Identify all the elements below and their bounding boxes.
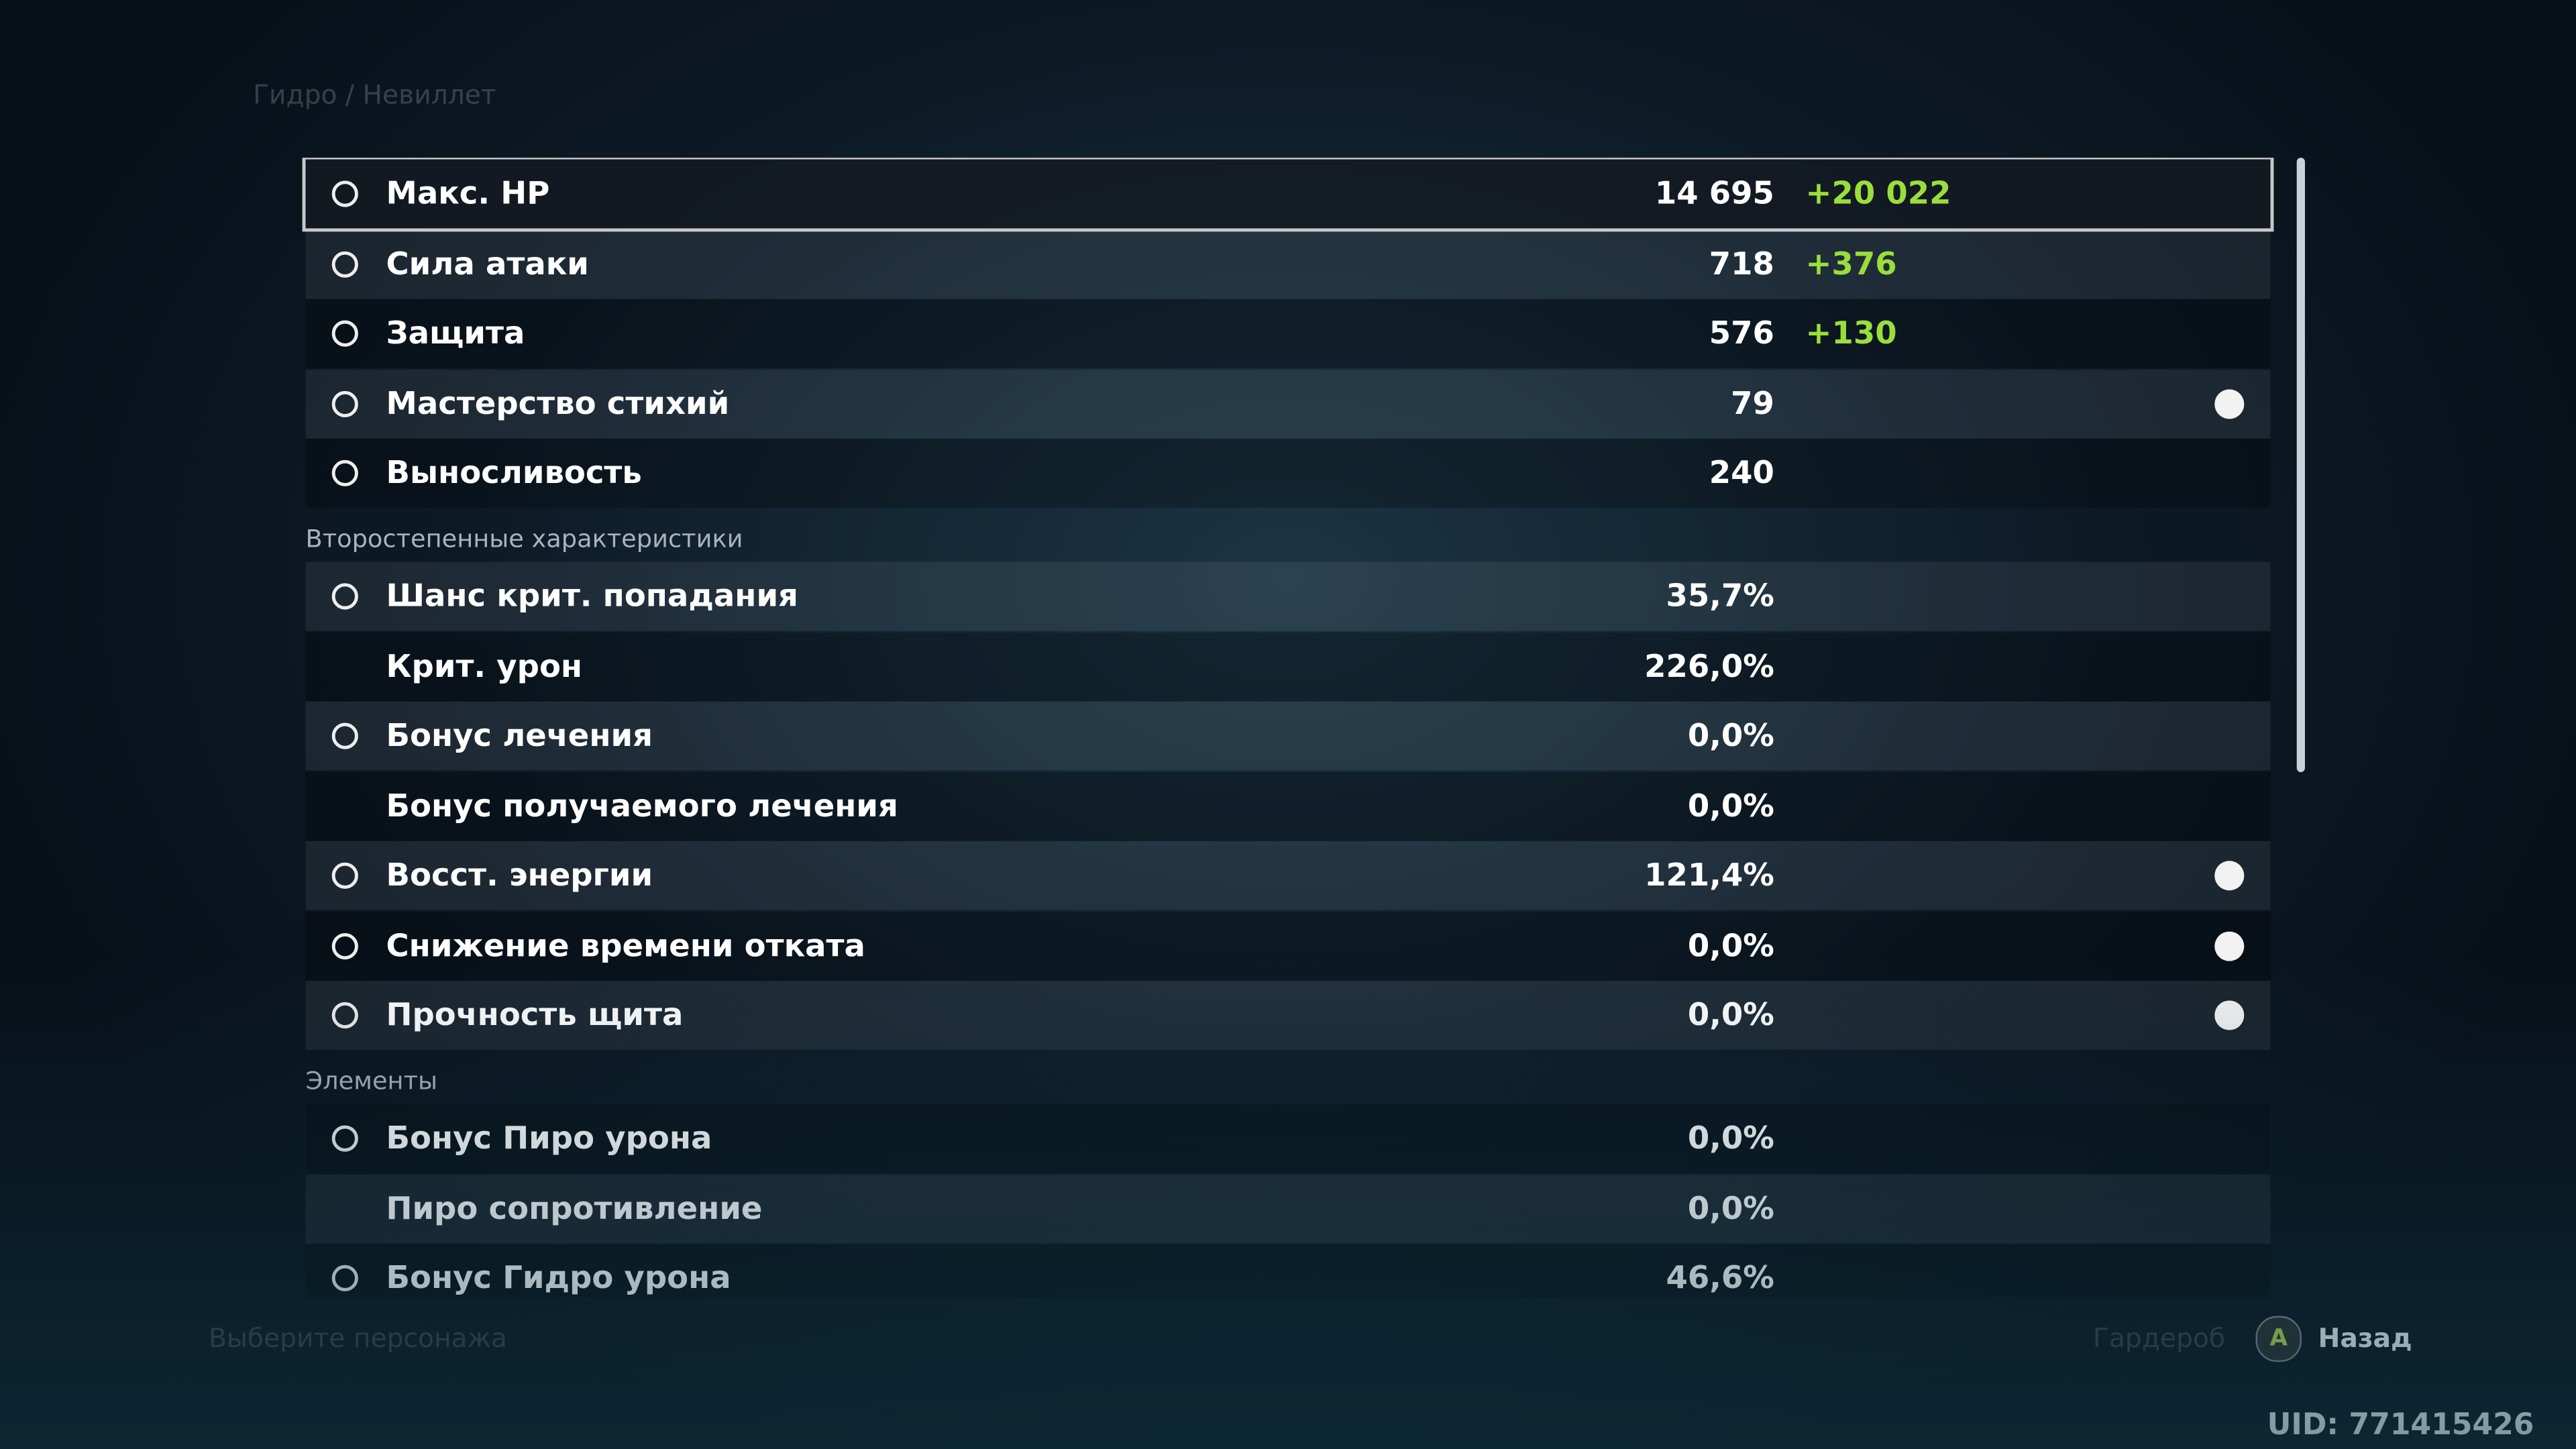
back-button[interactable]: Назад xyxy=(2318,1322,2412,1354)
help-icon[interactable] xyxy=(2214,930,2245,961)
stat-value: 0,0% xyxy=(1687,997,1774,1034)
stat-row[interactable]: Прочность щита 0,0% xyxy=(305,981,2271,1050)
stat-label: Снижение времени отката xyxy=(386,927,865,964)
stat-icon xyxy=(331,1002,358,1029)
stat-row[interactable]: Бонус получаемого лечения 0,0% xyxy=(305,771,2271,841)
stat-value: 0,0% xyxy=(1687,718,1774,755)
stat-label: Мастерство стихий xyxy=(386,385,730,422)
stat-value: 718 xyxy=(1709,246,1774,282)
stat-value: 0,0% xyxy=(1687,927,1774,964)
scrollbar xyxy=(2296,158,2305,773)
stat-icon xyxy=(331,180,358,207)
breadcrumb: Гидро / Невиллет xyxy=(253,78,496,111)
stat-value: 576 xyxy=(1709,315,1774,352)
stat-bonus: +376 xyxy=(1805,246,1897,282)
stat-value: 121,4% xyxy=(1644,857,1774,894)
stat-value: 46,6% xyxy=(1666,1260,1774,1297)
hint: Выберите персонажа xyxy=(209,1322,507,1354)
help-icon[interactable] xyxy=(2214,388,2245,419)
section-title: Второстепенные характеристики xyxy=(305,524,743,554)
stat-icon xyxy=(331,932,358,959)
stat-label: Бонус Гидро урона xyxy=(386,1260,731,1297)
stat-label: Прочность щита xyxy=(386,997,684,1034)
stat-value: 14 695 xyxy=(1654,176,1774,212)
stat-icon xyxy=(331,250,358,277)
stat-icon xyxy=(331,862,358,889)
stat-label: Восст. энергии xyxy=(386,857,653,894)
wardrobe-button[interactable]: Гардероб xyxy=(2093,1322,2226,1354)
stat-icon xyxy=(331,1265,358,1291)
stat-row[interactable]: Пиро сопротивление 0,0% xyxy=(305,1173,2271,1243)
stat-value: 0,0% xyxy=(1687,1190,1774,1227)
stat-icon xyxy=(331,1125,358,1152)
stat-label: Выносливость xyxy=(386,455,642,492)
stat-row[interactable]: Защита 576 +130 xyxy=(305,299,2271,368)
stat-icon xyxy=(331,390,358,417)
stat-icon xyxy=(331,722,358,749)
stat-row[interactable]: Крит. урон 226,0% xyxy=(305,631,2271,701)
stat-row[interactable]: Восст. энергии 121,4% xyxy=(305,841,2271,910)
help-icon[interactable] xyxy=(2214,861,2245,891)
gamepad-button: A xyxy=(2255,1316,2302,1362)
stat-row[interactable]: Бонус Гидро урона 46,6% xyxy=(305,1243,2271,1298)
stat-value: 79 xyxy=(1731,385,1774,422)
stat-row[interactable]: Бонус Пиро урона 0,0% xyxy=(305,1104,2271,1173)
stat-row[interactable]: Шанс крит. попадания 35,7% xyxy=(305,561,2271,631)
section-title: Элементы xyxy=(305,1066,438,1096)
uid: UID: 771415426 xyxy=(2267,1407,2534,1443)
stat-icon xyxy=(331,460,358,486)
stat-label: Шанс крит. попадания xyxy=(386,578,798,614)
stat-row[interactable]: Сила атаки 718 +376 xyxy=(305,229,2271,299)
stat-row[interactable]: Снижение времени отката 0,0% xyxy=(305,910,2271,980)
stat-label: Бонус получаемого лечения xyxy=(386,788,898,824)
stat-bonus: +20 022 xyxy=(1805,176,1951,212)
stat-label: Крит. урон xyxy=(386,648,583,685)
stat-label: Макс. HP xyxy=(386,176,550,212)
stat-row[interactable]: Макс. HP 14 695 +20 022 xyxy=(302,158,2274,232)
stat-bonus: +130 xyxy=(1805,315,1897,352)
stat-icon xyxy=(331,320,358,347)
stat-value: 0,0% xyxy=(1687,788,1774,824)
stat-label: Бонус Пиро урона xyxy=(386,1120,712,1157)
stat-value: 0,0% xyxy=(1687,1120,1774,1157)
help-icon[interactable] xyxy=(2214,1000,2245,1030)
stat-label: Защита xyxy=(386,315,525,352)
stat-value: 35,7% xyxy=(1666,578,1774,614)
stat-value: 240 xyxy=(1709,455,1774,492)
stat-icon xyxy=(331,583,358,610)
stat-label: Пиро сопротивление xyxy=(386,1190,763,1227)
stat-label: Бонус лечения xyxy=(386,718,653,755)
stat-row[interactable]: Выносливость 240 xyxy=(305,438,2271,508)
stat-value: 226,0% xyxy=(1644,648,1774,685)
stat-row[interactable]: Бонус лечения 0,0% xyxy=(305,701,2271,771)
stat-label: Сила атаки xyxy=(386,246,589,282)
stat-row[interactable]: Мастерство стихий 79 xyxy=(305,368,2271,438)
